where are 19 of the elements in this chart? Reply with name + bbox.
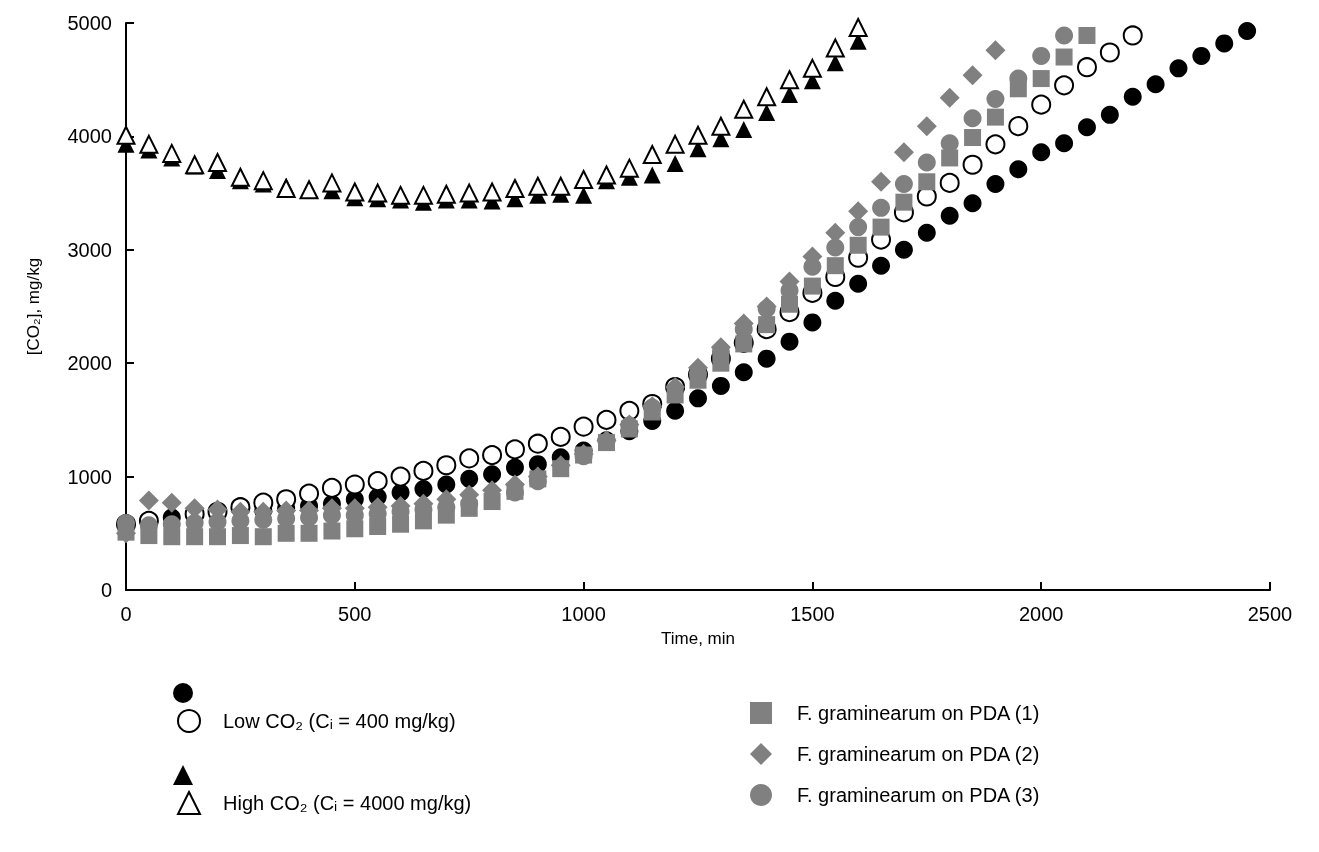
y-tick-label: 4000 [67, 125, 112, 148]
y-tick-label: 0 [100, 579, 112, 601]
x-tick-label: 1500 [790, 603, 835, 625]
x-tick-label: 0 [120, 603, 132, 625]
y-tick-label: 3000 [67, 238, 112, 261]
y-axis-title: [CO₂], mg/kg [24, 257, 43, 356]
y-tick-label: 5000 [67, 12, 112, 34]
y-tick-label: 2000 [67, 352, 112, 375]
x-tick-label: 1000 [561, 603, 606, 625]
x-tick-label: 2500 [1247, 603, 1293, 625]
x-axis-title: Time, min [661, 629, 735, 648]
legend-label: F. graminearum on PDA (3) [797, 784, 1040, 806]
legend-label: F. graminearum on PDA (1) [797, 702, 1040, 724]
legend-label: F. graminearum on PDA (2) [797, 743, 1040, 765]
x-tick-label: 2000 [1018, 603, 1064, 625]
y-tick-label: 1000 [67, 465, 112, 488]
x-tick-label: 500 [338, 603, 372, 625]
legend-label: Low CO₂ (Cᵢ = 400 mg/kg) [223, 710, 456, 732]
legend-label: High CO₂ (Cᵢ = 4000 mg/kg) [223, 792, 472, 814]
